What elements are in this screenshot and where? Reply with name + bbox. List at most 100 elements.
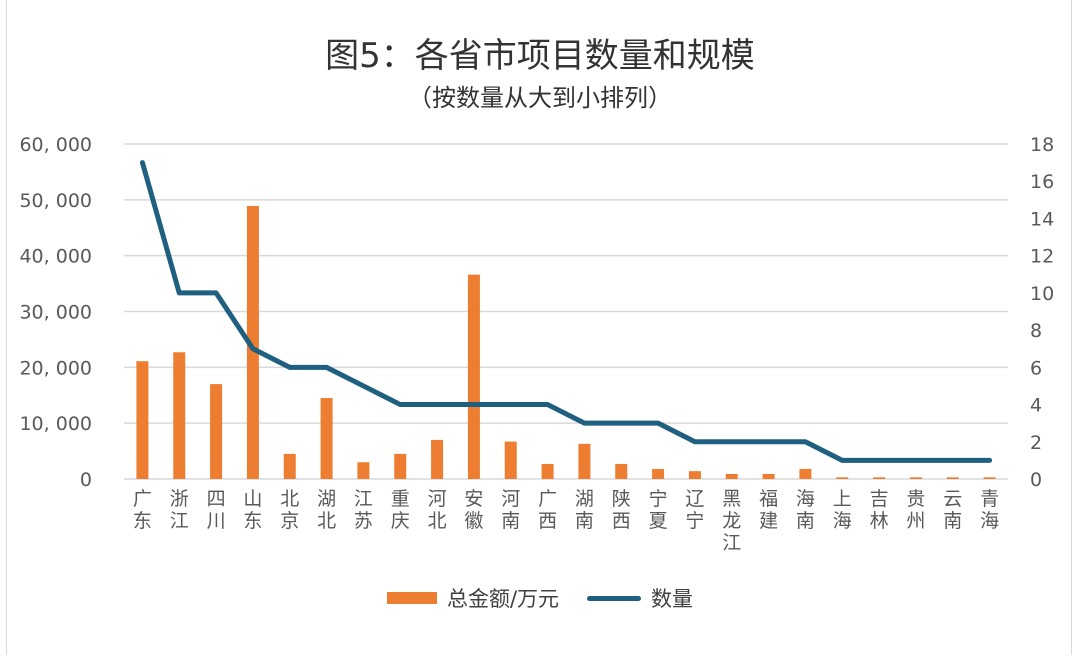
- bar-广西[interactable]: [541, 463, 554, 479]
- legend-item-count[interactable]: 数量: [587, 583, 693, 613]
- category-label: 南: [796, 510, 815, 532]
- category-label: 林: [870, 510, 889, 532]
- category-label: 东: [133, 510, 152, 532]
- category-label: 河: [501, 488, 520, 510]
- bar-广东[interactable]: [136, 361, 149, 479]
- category-label: 南: [943, 510, 962, 532]
- category-label: 苏: [354, 510, 373, 532]
- category-label: 福: [759, 488, 778, 510]
- legend: 总金额/万元 数量: [0, 583, 1080, 613]
- category-label: 吉: [870, 488, 889, 510]
- category-label: 青: [980, 488, 999, 510]
- left-axis-tick: 20, 000: [19, 357, 92, 379]
- category-label: 江: [354, 488, 373, 510]
- chart-subtitle: （按数量从大到小排列）: [408, 84, 672, 112]
- bar-海南[interactable]: [799, 468, 812, 479]
- legend-label-count: 数量: [651, 587, 694, 611]
- right-axis-tick: 4: [1030, 395, 1042, 417]
- category-label: 海: [833, 510, 852, 532]
- right-axis-tick: 10: [1030, 283, 1054, 305]
- category-label: 贵: [906, 488, 925, 510]
- category-label: 海: [796, 488, 815, 510]
- bar-河北[interactable]: [431, 439, 444, 479]
- category-label: 广: [133, 488, 152, 510]
- category-label: 湖: [575, 488, 594, 510]
- bar-辽宁[interactable]: [688, 471, 701, 479]
- category-label: 海: [980, 510, 999, 532]
- category-label: 重: [391, 488, 410, 510]
- category-label: 浙: [170, 488, 189, 510]
- category-label: 宁: [685, 510, 704, 532]
- bar-北京[interactable]: [283, 453, 296, 479]
- category-label: 江: [722, 532, 741, 554]
- category-label: 建: [759, 510, 778, 532]
- bar-江苏[interactable]: [357, 462, 370, 479]
- category-label: 辽: [685, 488, 704, 510]
- chart-frame: [6, 0, 1072, 655]
- bar-swatch-icon: [386, 592, 437, 604]
- category-label: 庆: [391, 510, 410, 532]
- category-label: 西: [612, 510, 631, 532]
- category-label: 河: [428, 488, 447, 510]
- category-label: 北: [317, 510, 336, 532]
- bar-上海[interactable]: [836, 477, 849, 479]
- bar-四川[interactable]: [210, 384, 223, 479]
- category-label: 北: [428, 510, 447, 532]
- category-label: 东: [243, 510, 262, 532]
- line-swatch-icon: [587, 595, 642, 601]
- category-label: 陕: [612, 488, 631, 510]
- bar-青海[interactable]: [983, 477, 996, 479]
- bar-陕西[interactable]: [615, 463, 628, 479]
- category-label: 黑: [722, 488, 741, 510]
- category-label: 宁: [649, 488, 668, 510]
- bar-宁夏[interactable]: [652, 468, 665, 479]
- bar-贵州[interactable]: [909, 477, 922, 479]
- bar-吉林[interactable]: [873, 477, 886, 479]
- right-axis-tick: 16: [1030, 171, 1054, 193]
- legend-label-amount: 总金额/万元: [446, 587, 560, 611]
- left-axis-tick: 40, 000: [19, 246, 92, 268]
- category-label: 州: [906, 510, 925, 532]
- category-label: 西: [538, 510, 557, 532]
- category-label: 安: [464, 488, 483, 510]
- bar-安徽[interactable]: [467, 274, 480, 479]
- bar-浙江[interactable]: [173, 352, 186, 479]
- category-label: 广: [538, 488, 557, 510]
- right-axis-tick: 8: [1030, 320, 1042, 342]
- category-label: 龙: [722, 510, 741, 532]
- right-axis-tick: 2: [1030, 432, 1042, 454]
- category-label: 四: [207, 488, 226, 510]
- category-label: 徽: [464, 510, 483, 532]
- right-axis-tick: 6: [1030, 357, 1042, 379]
- bar-湖南[interactable]: [578, 443, 591, 479]
- right-axis-tick: 18: [1030, 134, 1054, 156]
- left-axis-tick: 50, 000: [19, 190, 92, 212]
- right-axis-tick: 12: [1030, 246, 1054, 268]
- count-line[interactable]: [139, 160, 993, 463]
- right-axis-tick: 14: [1030, 208, 1054, 230]
- category-label: 湖: [317, 488, 336, 510]
- bar-云南[interactable]: [946, 477, 959, 479]
- category-label: 京: [280, 510, 299, 532]
- category-label: 上: [833, 488, 852, 510]
- bar-黑龙江[interactable]: [725, 473, 738, 479]
- right-axis-tick: 0: [1030, 469, 1042, 491]
- category-label: 川: [207, 510, 226, 532]
- legend-item-amount[interactable]: 总金额/万元: [386, 583, 560, 613]
- chart-title: 图5：各省市项目数量和规模: [325, 36, 755, 76]
- category-label: 南: [501, 510, 520, 532]
- category-label: 山: [243, 488, 262, 510]
- bar-福建[interactable]: [762, 473, 775, 479]
- category-label: 夏: [649, 510, 668, 532]
- bar-山东[interactable]: [246, 205, 259, 479]
- category-label: 南: [575, 510, 594, 532]
- left-axis-tick: 10, 000: [19, 413, 92, 435]
- bar-重庆[interactable]: [394, 453, 407, 479]
- left-axis-tick: 0: [80, 469, 92, 491]
- category-label: 江: [170, 510, 189, 532]
- bar-湖北[interactable]: [320, 398, 333, 479]
- category-label: 云: [943, 488, 962, 510]
- left-axis-tick: 60, 000: [19, 134, 92, 156]
- bar-河南[interactable]: [504, 441, 517, 479]
